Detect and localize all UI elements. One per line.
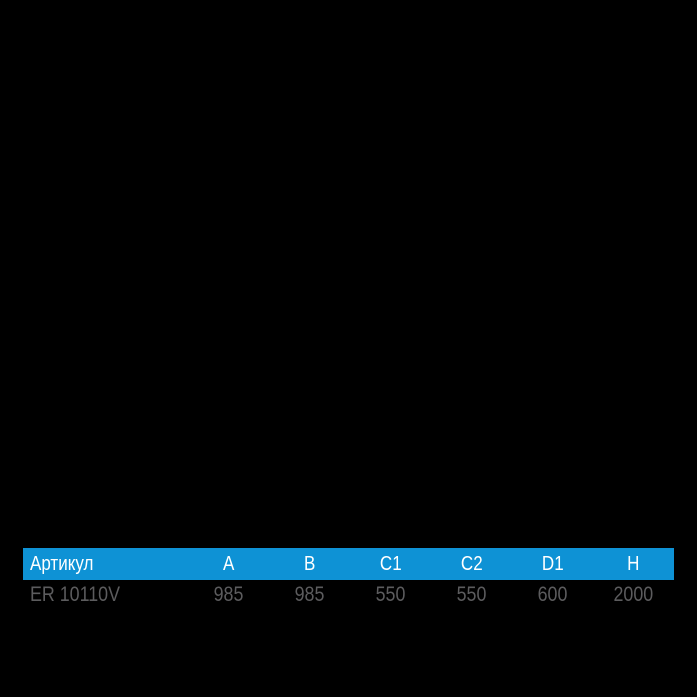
column-header-article: Артикул <box>23 548 188 580</box>
table-header-row: Артикул A B C1 C2 D1 H <box>23 548 674 580</box>
column-header-b-label: B <box>303 552 316 575</box>
column-header-article-label: Артикул <box>30 552 94 575</box>
table-body: ER 10110V 985 985 550 550 600 2000 <box>23 580 674 610</box>
column-header-b: B <box>269 548 350 580</box>
cell-article: ER 10110V <box>23 580 188 610</box>
table-header: Артикул A B C1 C2 D1 H <box>23 548 674 580</box>
cell-c1-value: 550 <box>375 583 406 606</box>
table-row: ER 10110V 985 985 550 550 600 2000 <box>23 580 674 610</box>
column-header-d1: D1 <box>512 548 593 580</box>
column-header-h: H <box>593 548 674 580</box>
cell-a-value: 985 <box>213 583 244 606</box>
cell-d1-value: 600 <box>537 583 568 606</box>
cell-b: 985 <box>269 580 350 610</box>
column-header-c2-label: C2 <box>460 552 483 575</box>
cell-h-value: 2000 <box>613 583 654 606</box>
cell-c2: 550 <box>431 580 512 610</box>
cell-d1: 600 <box>512 580 593 610</box>
column-header-d1-label: D1 <box>541 552 564 575</box>
column-header-c1-label: C1 <box>379 552 402 575</box>
dimensions-table: Артикул A B C1 C2 D1 H ER 10110V 985 985… <box>23 548 674 610</box>
column-header-c2: C2 <box>431 548 512 580</box>
cell-b-value: 985 <box>294 583 325 606</box>
column-header-h-label: H <box>627 552 640 575</box>
cell-article-value: ER 10110V <box>30 583 120 606</box>
column-header-a: A <box>188 548 269 580</box>
column-header-a-label: A <box>222 552 235 575</box>
cell-a: 985 <box>188 580 269 610</box>
column-header-c1: C1 <box>350 548 431 580</box>
cell-h: 2000 <box>593 580 674 610</box>
cell-c1: 550 <box>350 580 431 610</box>
cell-c2-value: 550 <box>456 583 487 606</box>
